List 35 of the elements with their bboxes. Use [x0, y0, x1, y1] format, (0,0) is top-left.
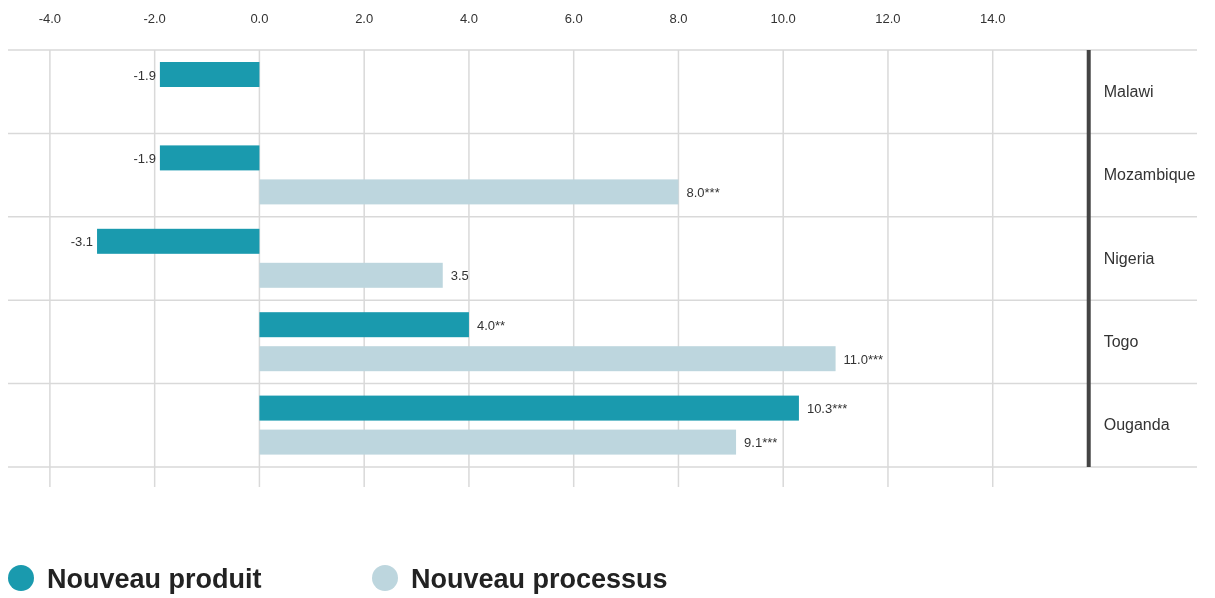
x-tick-label: 10.0 — [770, 11, 796, 26]
y-tick-label: Mozambique — [1103, 166, 1196, 184]
legend-label: Nouveau produit — [47, 564, 262, 594]
x-tick-label: 14.0 — [980, 11, 1006, 26]
data-label: 10.3*** — [806, 401, 848, 417]
bar — [97, 228, 260, 254]
x-tick-label: 12.0 — [875, 11, 901, 26]
data-label: 8.0*** — [686, 184, 720, 200]
x-tick-label: -4.0 — [38, 11, 62, 26]
y-tick-label: Nigeria — [1103, 249, 1155, 267]
legend-label: Nouveau processus — [411, 564, 668, 594]
bar — [259, 346, 836, 372]
x-tick-label: -2.0 — [143, 11, 166, 26]
x-tick-label: 6.0 — [564, 11, 583, 26]
x-tick-label: 8.0 — [669, 11, 688, 26]
bar — [259, 429, 737, 455]
data-label: -1.9 — [133, 150, 156, 166]
bar — [159, 62, 260, 87]
x-tick-label: 2.0 — [355, 11, 374, 26]
y-tick-label: Ouganda — [1103, 416, 1170, 434]
data-label: -1.9 — [133, 67, 156, 83]
x-tick-label: 4.0 — [459, 11, 478, 26]
y-tick-label: Malawi — [1103, 82, 1154, 100]
data-label: -3.1 — [70, 234, 94, 250]
bar — [259, 395, 799, 421]
data-label: 11.0*** — [843, 351, 884, 367]
y-tick-label: Togo — [1103, 332, 1139, 350]
bar — [259, 262, 443, 288]
bar — [259, 312, 469, 338]
x-tick-label: 0.0 — [250, 11, 269, 26]
bar — [159, 145, 260, 171]
bar — [259, 179, 679, 205]
data-label: 4.0** — [476, 317, 506, 333]
data-label: 3.5 — [450, 268, 469, 284]
data-label: 9.1*** — [744, 435, 778, 451]
